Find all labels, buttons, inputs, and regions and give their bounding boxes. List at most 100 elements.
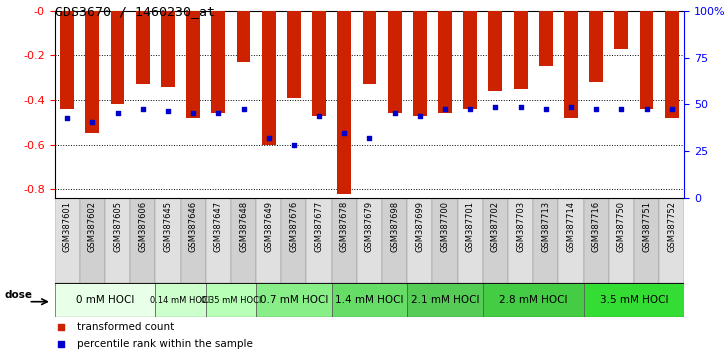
Point xyxy=(263,135,274,141)
Bar xyxy=(488,11,502,91)
Text: 2.8 mM HOCl: 2.8 mM HOCl xyxy=(499,295,567,305)
Bar xyxy=(136,11,150,84)
Bar xyxy=(407,198,432,283)
Bar xyxy=(614,11,628,48)
Text: GSM387752: GSM387752 xyxy=(668,201,676,252)
Text: GSM387714: GSM387714 xyxy=(566,201,575,252)
Text: GSM387713: GSM387713 xyxy=(542,201,550,252)
Bar xyxy=(206,283,256,317)
Bar xyxy=(206,198,231,283)
Text: GSM387751: GSM387751 xyxy=(642,201,651,252)
Bar xyxy=(382,198,407,283)
Bar xyxy=(55,198,80,283)
Bar xyxy=(237,11,250,62)
Bar xyxy=(533,198,558,283)
Bar xyxy=(388,11,402,113)
Bar xyxy=(558,198,584,283)
Text: GSM387647: GSM387647 xyxy=(214,201,223,252)
Text: GSM387716: GSM387716 xyxy=(592,201,601,252)
Text: GSM387703: GSM387703 xyxy=(516,201,525,252)
Text: GSM387602: GSM387602 xyxy=(88,201,97,252)
Bar xyxy=(463,11,477,109)
Text: GSM387648: GSM387648 xyxy=(239,201,248,252)
Bar xyxy=(80,198,105,283)
Bar xyxy=(287,11,301,98)
Point xyxy=(464,106,476,112)
Point xyxy=(237,106,249,112)
Text: 3.5 mM HOCl: 3.5 mM HOCl xyxy=(600,295,668,305)
Point xyxy=(389,110,400,116)
Text: GSM387606: GSM387606 xyxy=(138,201,147,252)
Point xyxy=(641,106,652,112)
Bar xyxy=(659,198,684,283)
Bar xyxy=(256,198,281,283)
Bar xyxy=(432,198,458,283)
Bar xyxy=(332,198,357,283)
Text: GSM387677: GSM387677 xyxy=(314,201,323,252)
Text: 0.7 mM HOCl: 0.7 mM HOCl xyxy=(260,295,328,305)
Text: GSM387678: GSM387678 xyxy=(340,201,349,252)
Point xyxy=(414,113,426,119)
Bar xyxy=(312,11,326,116)
Point xyxy=(61,115,73,121)
Text: 0 mM HOCl: 0 mM HOCl xyxy=(76,295,134,305)
Bar xyxy=(256,283,332,317)
Point xyxy=(162,108,174,114)
Bar xyxy=(60,11,74,109)
Point xyxy=(55,324,67,330)
Text: GSM387679: GSM387679 xyxy=(365,201,374,252)
Text: GSM387750: GSM387750 xyxy=(617,201,626,252)
Bar xyxy=(508,198,533,283)
Text: GSM387700: GSM387700 xyxy=(440,201,449,252)
Point xyxy=(666,106,678,112)
Text: GSM387676: GSM387676 xyxy=(290,201,298,252)
Bar xyxy=(105,198,130,283)
Bar xyxy=(438,11,452,113)
Bar xyxy=(111,11,124,104)
Bar xyxy=(281,198,306,283)
Point xyxy=(363,135,376,141)
Bar xyxy=(161,11,175,87)
Point xyxy=(489,104,501,109)
Text: GSM387702: GSM387702 xyxy=(491,201,500,252)
Point xyxy=(616,106,628,112)
Text: GSM387605: GSM387605 xyxy=(113,201,122,252)
Point xyxy=(339,131,350,136)
Point xyxy=(515,104,526,109)
Bar xyxy=(211,11,225,113)
Text: percentile rank within the sample: percentile rank within the sample xyxy=(76,338,253,349)
Text: GSM387646: GSM387646 xyxy=(189,201,197,252)
Bar xyxy=(609,198,634,283)
Text: GSM387649: GSM387649 xyxy=(264,201,273,252)
Bar xyxy=(665,11,678,118)
Text: dose: dose xyxy=(4,290,32,300)
Bar xyxy=(539,11,553,67)
Text: GSM387645: GSM387645 xyxy=(164,201,173,252)
Text: GSM387701: GSM387701 xyxy=(466,201,475,252)
Bar xyxy=(514,11,528,89)
Point xyxy=(565,104,577,109)
Point xyxy=(313,113,325,119)
Text: 1.4 mM HOCl: 1.4 mM HOCl xyxy=(335,295,404,305)
Text: 2.1 mM HOCl: 2.1 mM HOCl xyxy=(411,295,479,305)
Bar xyxy=(332,283,407,317)
Point xyxy=(112,110,124,116)
Bar xyxy=(483,198,508,283)
Bar xyxy=(413,11,427,116)
Bar xyxy=(337,11,351,194)
Point xyxy=(187,110,199,116)
Bar xyxy=(55,283,155,317)
Bar xyxy=(186,11,200,118)
Bar xyxy=(634,198,659,283)
Text: 0.14 mM HOCl: 0.14 mM HOCl xyxy=(151,296,210,304)
Point xyxy=(87,119,98,125)
Bar xyxy=(584,283,684,317)
Bar xyxy=(262,11,276,145)
Text: GSM387698: GSM387698 xyxy=(390,201,399,252)
Text: GSM387699: GSM387699 xyxy=(416,201,424,252)
Point xyxy=(590,106,602,112)
Point xyxy=(55,341,67,347)
Bar xyxy=(458,198,483,283)
Bar xyxy=(483,283,584,317)
Bar xyxy=(357,198,382,283)
